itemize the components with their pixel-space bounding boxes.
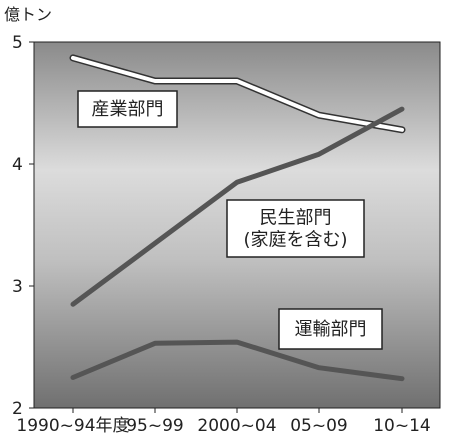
series-label-text: 産業部門 (92, 99, 164, 120)
y-tick-label: 5 (12, 33, 23, 53)
x-tick-label: 10~14 (373, 416, 431, 436)
series-label-text: 民生部門 (260, 208, 332, 229)
series-label-box-1 (226, 199, 365, 258)
series-label-box-2 (278, 308, 383, 350)
series-label-box-0 (77, 90, 178, 128)
x-tick-label: 05~09 (290, 416, 348, 436)
x-tick-label: 95~99 (126, 416, 184, 436)
series-line-1 (70, 106, 405, 307)
x-tick-label: 2000~04 (197, 416, 276, 436)
y-unit-label: 億トン (4, 5, 52, 24)
series-label-text: 運輸部門 (295, 319, 367, 340)
y-tick-label: 4 (12, 155, 23, 175)
y-tick-label: 3 (12, 277, 23, 297)
series-label-text: (家庭を含む) (243, 230, 347, 251)
series-line-0 (71, 55, 404, 132)
series-line-2 (70, 339, 405, 382)
y-tick-label: 2 (12, 399, 23, 419)
x-tick-label: 1990~94年度 (16, 416, 129, 436)
